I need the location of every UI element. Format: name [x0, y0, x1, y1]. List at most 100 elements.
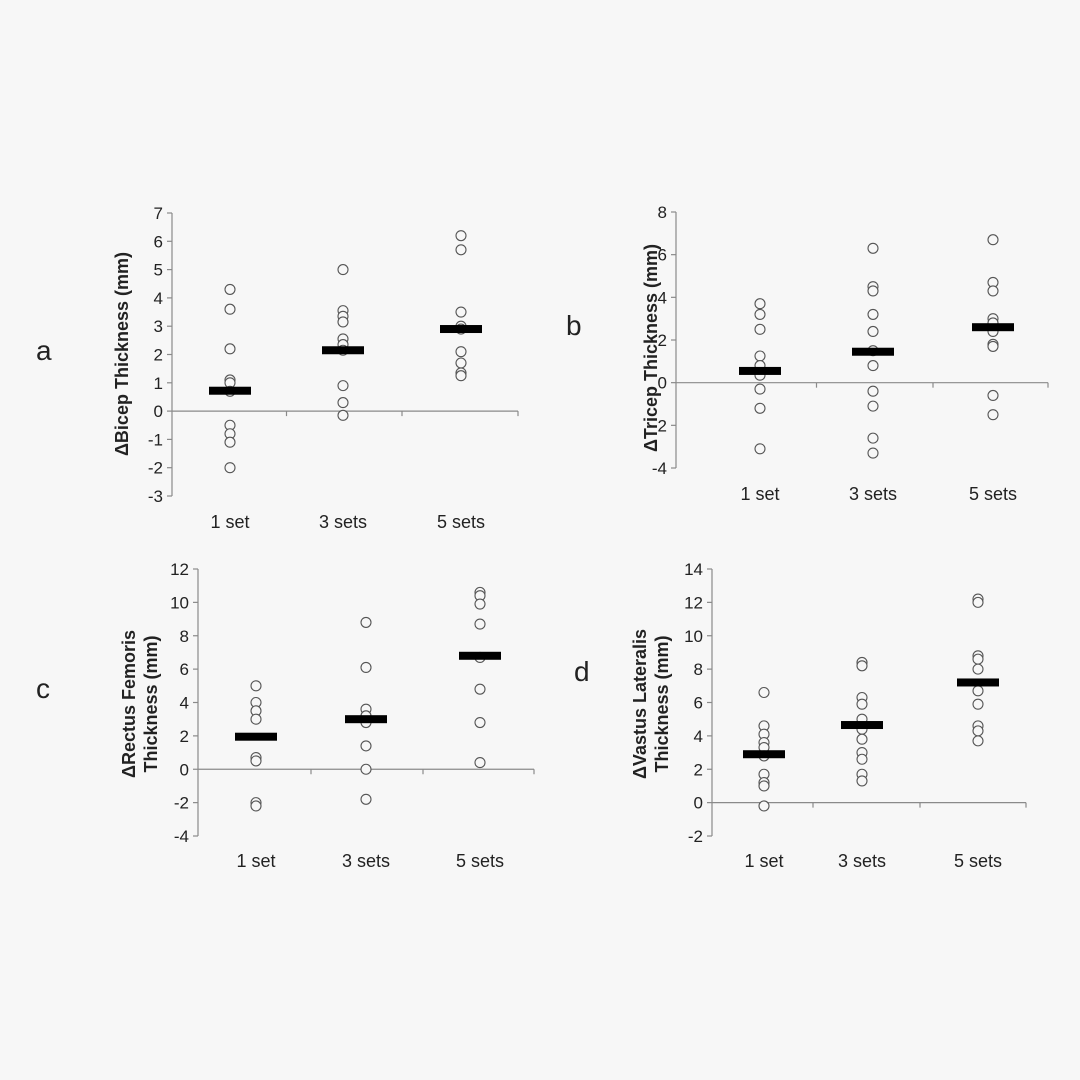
data-point: [474, 716, 486, 729]
data-point: [337, 316, 349, 328]
mean-bar: [322, 346, 364, 355]
data-point: [987, 285, 999, 297]
data-point: [455, 370, 467, 382]
category-label: 1 set: [236, 851, 275, 871]
data-point: [972, 663, 984, 675]
y-tick-label: 4: [180, 694, 189, 713]
y-tick-label: 6: [180, 660, 189, 679]
mean-bar: [345, 715, 387, 724]
data-point: [972, 596, 984, 608]
mean-bar: [440, 325, 482, 334]
data-point: [856, 660, 868, 672]
data-point: [360, 763, 372, 775]
y-tick-label: 3: [154, 317, 163, 336]
data-point: [754, 383, 766, 395]
category-label: 3 sets: [838, 851, 886, 871]
data-point: [758, 800, 770, 812]
data-point: [224, 283, 236, 295]
y-tick-label: 4: [658, 288, 667, 307]
data-point: [224, 462, 236, 474]
data-point: [754, 443, 766, 455]
y-tick-label: 6: [154, 232, 163, 251]
data-point: [867, 360, 879, 372]
y-tick-label: 2: [180, 727, 189, 746]
category-label: 3 sets: [319, 512, 367, 532]
data-point: [856, 698, 868, 710]
category-label: 5 sets: [954, 851, 1002, 871]
category-label: 1 set: [740, 484, 779, 504]
y-tick-label: 10: [684, 627, 703, 646]
data-point: [455, 306, 467, 318]
y-axis-title: ΔVastus Lateralis Thickness (mm): [630, 629, 672, 779]
y-tick-label: -4: [652, 459, 667, 478]
data-point: [867, 447, 879, 459]
y-tick-label: 12: [684, 593, 703, 612]
y-tick-label: 12: [170, 560, 189, 579]
panel-letter: a: [36, 335, 52, 366]
data-point: [360, 616, 372, 628]
data-point: [856, 775, 868, 787]
panel-letter: d: [574, 656, 590, 687]
data-point: [360, 793, 372, 805]
data-point: [987, 234, 999, 246]
y-tick-label: 7: [154, 204, 163, 223]
y-tick-label: 6: [658, 246, 667, 265]
data-point: [867, 285, 879, 297]
y-tick-label: 4: [694, 727, 703, 746]
data-point: [474, 618, 486, 630]
category-label: 3 sets: [849, 484, 897, 504]
y-axis-title: ΔRectus Femoris Thickness (mm): [119, 630, 161, 778]
y-tick-label: -2: [174, 794, 189, 813]
y-tick-label: 6: [694, 694, 703, 713]
data-point: [337, 397, 349, 409]
data-point: [250, 680, 262, 692]
data-point: [972, 698, 984, 710]
data-point: [250, 755, 262, 767]
category-label: 5 sets: [437, 512, 485, 532]
y-axis-title: ΔTricep Thickness (mm): [641, 244, 661, 452]
data-point: [972, 653, 984, 665]
mean-bar: [209, 386, 251, 395]
category-label: 1 set: [744, 851, 783, 871]
data-point: [972, 725, 984, 737]
y-tick-label: -2: [688, 827, 703, 846]
panel-d: d -2 0 2 4 6 8 10 12 14 ΔVastus Lateralis Thickness…: [574, 560, 1027, 871]
data-point: [972, 735, 984, 747]
panel-c: c -4 -2 0 2 4 6 8 10 12 ΔRectus Femoris Thickness (…: [36, 560, 535, 871]
y-tick-label: 10: [170, 593, 189, 612]
y-tick-label: 2: [658, 331, 667, 350]
data-point: [856, 753, 868, 765]
mean-bar: [972, 323, 1014, 332]
data-point: [360, 740, 372, 752]
data-point: [474, 683, 486, 695]
y-tick-label: -2: [148, 459, 163, 478]
mean-bar: [235, 732, 277, 741]
y-axis-title: ΔBicep Thickness (mm): [112, 252, 132, 456]
y-tick-label: 14: [684, 560, 703, 579]
data-point: [337, 264, 349, 276]
data-point: [455, 230, 467, 242]
data-point: [455, 357, 467, 369]
panel-b: b -4 -2 0 2 4 6 8 ΔTricep Thickness (mm) 1 set 3 s…: [566, 203, 1049, 504]
data-point: [856, 733, 868, 745]
y-tick-label: -1: [148, 430, 163, 449]
data-point: [754, 350, 766, 362]
data-point: [867, 308, 879, 320]
y-tick-label: -4: [174, 827, 189, 846]
panel-a: a -3 -2 -1 0 1 2 3 4 5 6 7 ΔBicep Thickness (mm) 1 se…: [36, 204, 519, 532]
mean-bar: [841, 721, 883, 730]
data-point: [987, 409, 999, 421]
data-point: [754, 323, 766, 335]
y-axis-title-line: ΔVastus Lateralis: [630, 629, 650, 779]
y-tick-label: 0: [180, 760, 189, 779]
y-tick-label: 8: [658, 203, 667, 222]
data-point: [337, 409, 349, 421]
data-point: [754, 308, 766, 320]
data-point: [758, 686, 770, 699]
data-point: [987, 340, 999, 352]
y-tick-label: -3: [148, 487, 163, 506]
category-label: 3 sets: [342, 851, 390, 871]
mean-bar: [852, 347, 894, 356]
data-point: [224, 303, 236, 315]
data-point: [224, 343, 236, 355]
